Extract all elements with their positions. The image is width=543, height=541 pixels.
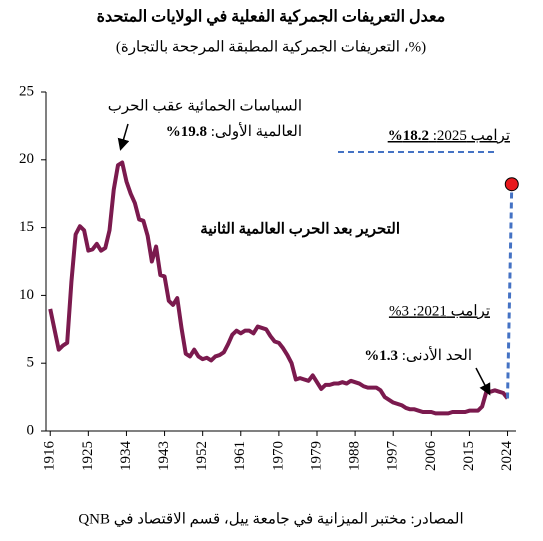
x-tick-label: 1979	[308, 441, 324, 471]
annotation: العالمية الأولى: 19.8%	[166, 122, 302, 140]
y-tick-label: 0	[27, 422, 35, 438]
arrow	[475, 367, 491, 396]
y-tick-label: 20	[19, 151, 34, 167]
annotation-value: 18.2%	[388, 128, 429, 144]
annotation: ترامب 2025: 18.2%	[388, 128, 510, 144]
x-tick-label: 1952	[194, 441, 210, 471]
x-tick-label: 1943	[156, 441, 172, 471]
y-tick-label: 25	[19, 83, 34, 99]
projection-point	[504, 177, 519, 192]
chart-subtitle: (%، التعريفات الجمركية المطبقة المرجحة ب…	[116, 39, 426, 55]
annotation: السياسات الحمائية عقب الحرب	[108, 98, 302, 114]
annotation: العالمية الأولى:	[207, 122, 302, 140]
annotation: ترامب 2021: 3%	[389, 303, 490, 319]
x-tick-label: 1970	[270, 441, 286, 471]
annotation: ترامب 2025:	[429, 128, 510, 144]
x-tick-label: 2015	[461, 441, 477, 471]
line	[48, 160, 510, 416]
annotation-value: 1.3%	[364, 348, 398, 364]
x-tick-label: 1988	[347, 441, 363, 471]
x-tick-label: 1916	[42, 441, 58, 472]
x-tick-label: 2024	[499, 440, 515, 471]
y-tick-label: 15	[19, 219, 34, 235]
source: المصادر: مختبر الميزانية في جامعة ييل، ق…	[78, 511, 463, 527]
annotation: التحرير بعد الحرب العالمية الثانية	[200, 221, 400, 237]
annotation: الحد الأدنى:	[398, 346, 472, 364]
annotations: السياسات الحمائية عقب الحرب العالمية الأ…	[108, 98, 510, 396]
arrow	[117, 123, 130, 151]
x-tick-label: 1997	[385, 441, 401, 472]
x-tick-label: 2006	[423, 441, 439, 472]
chart-title: معدل التعريفات الجمركية الفعلية في الولا…	[97, 9, 446, 27]
x-tick-label: 1961	[232, 441, 248, 471]
x-tick-label: 1925	[80, 441, 96, 471]
plot: 0 5 10 15 20 25 1916 1925 1934 1943 1952 1961 1970 19…	[19, 83, 519, 472]
annotation: الحد الأدنى: 1.3%	[364, 346, 472, 364]
x-tick-label: 1934	[118, 441, 134, 472]
y-tick-label: 5	[27, 355, 35, 371]
annotation-value: 19.8%	[166, 124, 207, 140]
y-tick-label: 10	[19, 287, 34, 303]
projection-line	[506, 184, 514, 399]
